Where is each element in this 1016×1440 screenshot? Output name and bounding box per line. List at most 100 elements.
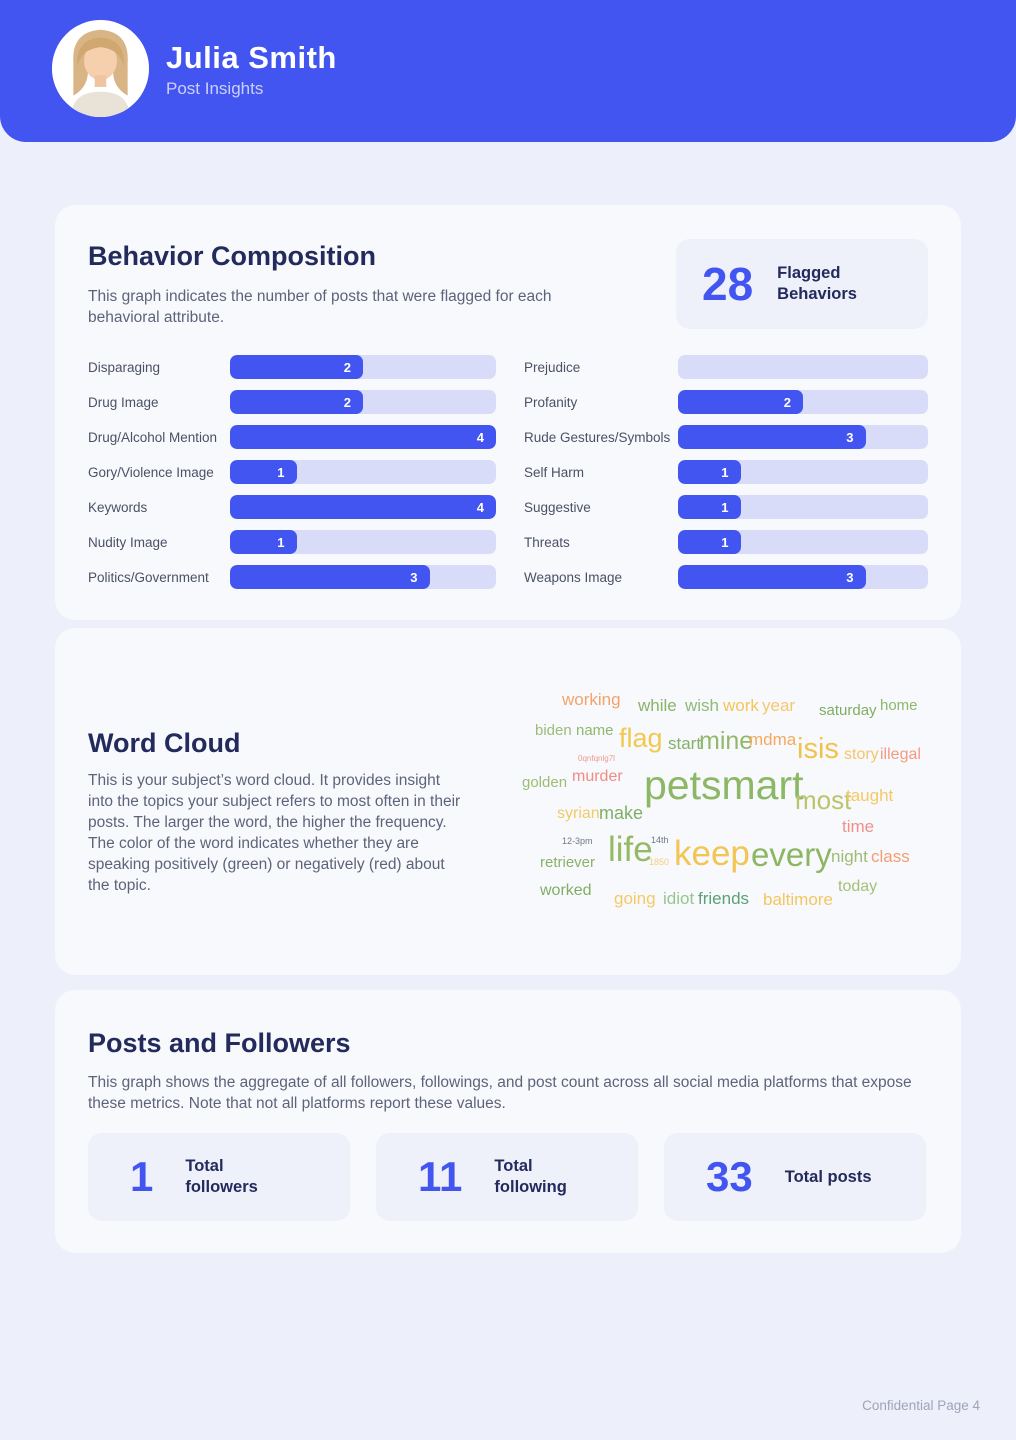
word-cloud-word: going (614, 889, 656, 908)
flagged-label: Flagged Behaviors (777, 263, 857, 303)
stat-value: 11 (418, 1153, 463, 1200)
behavior-row: Self Harm 1 (524, 460, 928, 484)
behavior-bar-value: 3 (846, 569, 854, 585)
posts-followers-card: Posts and Followers This graph shows the… (55, 990, 961, 1253)
behavior-label: Gory/Violence Image (88, 464, 214, 480)
avatar (52, 20, 149, 117)
posts-followers-title: Posts and Followers (88, 1028, 351, 1058)
stat-label: Total followers (185, 1157, 258, 1196)
word-cloud-word: idiot (663, 889, 695, 908)
behavior-bar-value: 1 (721, 464, 729, 480)
behavior-description: This graph indicates the number of posts… (88, 288, 552, 326)
word-cloud-word: golden (522, 774, 568, 791)
behavior-bar-track: 3 (678, 565, 928, 589)
word-cloud-word: biden (535, 722, 572, 739)
behavior-composition-card: Behavior Composition This graph indicate… (55, 205, 961, 620)
behavior-bar-fill: 1 (678, 460, 741, 484)
behavior-row: Weapons Image 3 (524, 565, 928, 589)
behavior-bar-fill: 2 (230, 390, 363, 414)
behavior-bar-track (678, 355, 928, 379)
word-cloud-word: start (668, 734, 702, 753)
behavior-bar-fill: 2 (678, 390, 803, 414)
stats-row: 1 Total followers 11 Total following 33 Total… (88, 1133, 928, 1221)
word-cloud-word: night (831, 847, 868, 866)
behavior-bar-value: 2 (343, 359, 351, 375)
behavior-label: Keywords (88, 499, 148, 515)
posts-followers-description: This graph shows the aggregate of all fo… (88, 1074, 912, 1112)
behavior-bar-track: 3 (678, 425, 928, 449)
header-banner: Julia Smith Post Insights (0, 0, 1016, 142)
word-cloud-word: class (871, 847, 910, 866)
word-cloud-description: This is your subject’s word cloud. It pr… (88, 772, 461, 894)
behavior-row: Politics/Government 3 (88, 565, 496, 589)
behavior-row: Drug Image 2 (88, 390, 496, 414)
behavior-bar-fill: 4 (230, 425, 496, 449)
word-cloud-word: 1850 (649, 857, 670, 867)
behavior-bar-value: 4 (476, 499, 484, 515)
behavior-bar-fill: 1 (230, 530, 297, 554)
behavior-bar-fill: 1 (678, 495, 741, 519)
word-cloud-word: name (576, 722, 614, 739)
behavior-bar-track: 2 (230, 390, 496, 414)
behavior-bars-left-column: Disparaging 2 Drug Image 2 Drug/Alcohol Ment… (88, 355, 496, 600)
word-cloud-word: mine (699, 727, 754, 755)
behavior-bar-track: 4 (230, 495, 496, 519)
word-cloud-word: illegal (880, 746, 921, 763)
word-cloud-word: every (751, 836, 832, 873)
behavior-bar-value: 1 (721, 499, 729, 515)
behavior-label: Prejudice (524, 359, 581, 375)
behavior-row: Rude Gestures/Symbols 3 (524, 425, 928, 449)
flagged-count: 28 (702, 258, 754, 310)
behavior-row: Drug/Alcohol Mention 4 (88, 425, 496, 449)
behavior-row: Threats 1 (524, 530, 928, 554)
avatar-portrait-icon (52, 20, 149, 117)
behavior-bar-track: 1 (230, 460, 496, 484)
behavior-row: Keywords 4 (88, 495, 496, 519)
behavior-title: Behavior Composition (88, 241, 377, 271)
word-cloud-word: 14th (651, 835, 669, 845)
behavior-bar-fill: 1 (230, 460, 297, 484)
word-cloud-title: Word Cloud (88, 728, 241, 758)
word-cloud-word: petsmart (644, 762, 804, 808)
behavior-bar-track: 4 (230, 425, 496, 449)
flagged-behaviors-stat: 28 Flagged Behaviors (676, 239, 928, 329)
behavior-label: Politics/Government (88, 569, 209, 585)
behavior-label: Weapons Image (524, 569, 623, 585)
behavior-row: Gory/Violence Image 1 (88, 460, 496, 484)
behavior-bar-value: 1 (277, 464, 285, 480)
word-cloud-word: home (880, 697, 918, 714)
behavior-bar-track: 1 (678, 460, 928, 484)
word-cloud-word: taught (846, 786, 894, 805)
behavior-bar-value: 2 (783, 394, 791, 410)
word-cloud-word: worked (540, 882, 592, 899)
behavior-bars-right-column: Prejudice Profanity 2 Rude Gestures/Symbols… (524, 355, 928, 600)
word-cloud-word: story (844, 746, 879, 763)
word-cloud-word: saturday (819, 702, 877, 719)
word-cloud-word: retriever (540, 854, 596, 871)
behavior-bar-fill: 4 (230, 495, 496, 519)
report-subtitle: Post Insights (166, 79, 264, 98)
behavior-bar-value: 1 (277, 534, 285, 550)
word-cloud-word: work (723, 696, 759, 715)
word-cloud-word: friends (698, 889, 750, 908)
behavior-label: Profanity (524, 394, 578, 410)
behavior-label: Drug Image (88, 394, 159, 410)
word-cloud-word: flag (619, 723, 663, 753)
stat-box: 33 Total posts (664, 1133, 926, 1221)
behavior-label: Rude Gestures/Symbols (524, 429, 671, 445)
behavior-bar-fill: 3 (230, 565, 430, 589)
word-cloud-word: today (838, 878, 878, 895)
behavior-bar-value: 4 (476, 429, 484, 445)
behavior-bar-value: 3 (410, 569, 418, 585)
behavior-bar-track: 1 (678, 495, 928, 519)
behavior-bar-value: 3 (846, 429, 854, 445)
behavior-row: Nudity Image 1 (88, 530, 496, 554)
footer-page-label: Confidential Page 4 (862, 1398, 980, 1413)
word-cloud-word: time (842, 817, 875, 836)
stat-box: 1 Total followers (88, 1133, 350, 1221)
stat-box: 11 Total following (376, 1133, 638, 1221)
word-cloud-word: 0qnfqnlg7l (578, 754, 615, 763)
behavior-label: Self Harm (524, 464, 585, 480)
word-cloud-card: Word Cloud This is your subject’s word c… (55, 628, 961, 975)
behavior-bar-track: 2 (230, 355, 496, 379)
